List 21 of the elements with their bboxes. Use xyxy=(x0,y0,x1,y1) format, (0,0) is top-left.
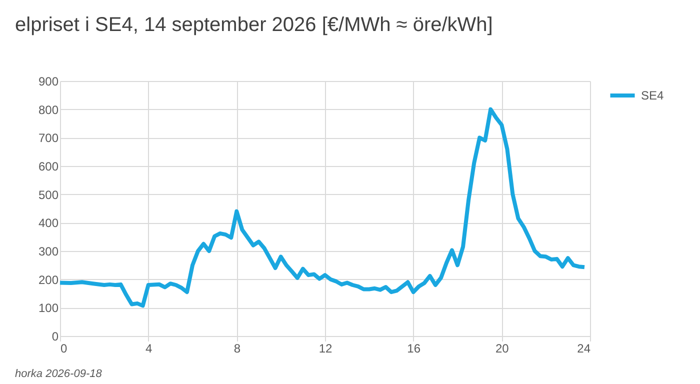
y-tick-label: 600 xyxy=(38,160,59,174)
y-tick-label: 900 xyxy=(38,74,59,88)
text: horka 2026-09-18 xyxy=(15,368,103,380)
x-tick-label: 24 xyxy=(577,342,591,356)
chart-title: elpriset i SE4, 14 september 2026 [€/MWh ≈ öre/kWh] xyxy=(15,14,493,36)
y-tick-label: 700 xyxy=(38,131,59,146)
y-tick-label: 400 xyxy=(38,216,59,230)
y-tick-label: 100 xyxy=(38,301,59,316)
y-tick-label: 200 xyxy=(38,272,59,287)
x-tick-label: 0 xyxy=(60,342,68,356)
y-tick-label: 800 xyxy=(38,102,59,117)
x-tick-label: 8 xyxy=(234,342,241,356)
x-tick-label: 12 xyxy=(318,342,332,356)
y-tick-label: 300 xyxy=(38,244,59,258)
line-series xyxy=(58,107,586,308)
x-tick-label: 4 xyxy=(145,342,152,356)
x-tick-label: 20 xyxy=(495,342,510,356)
y-tick-label: 500 xyxy=(38,188,59,202)
x-tick-label: 16 xyxy=(407,342,421,356)
legend-label: SE4 xyxy=(641,88,664,102)
y-tick-label: 0 xyxy=(52,330,59,344)
